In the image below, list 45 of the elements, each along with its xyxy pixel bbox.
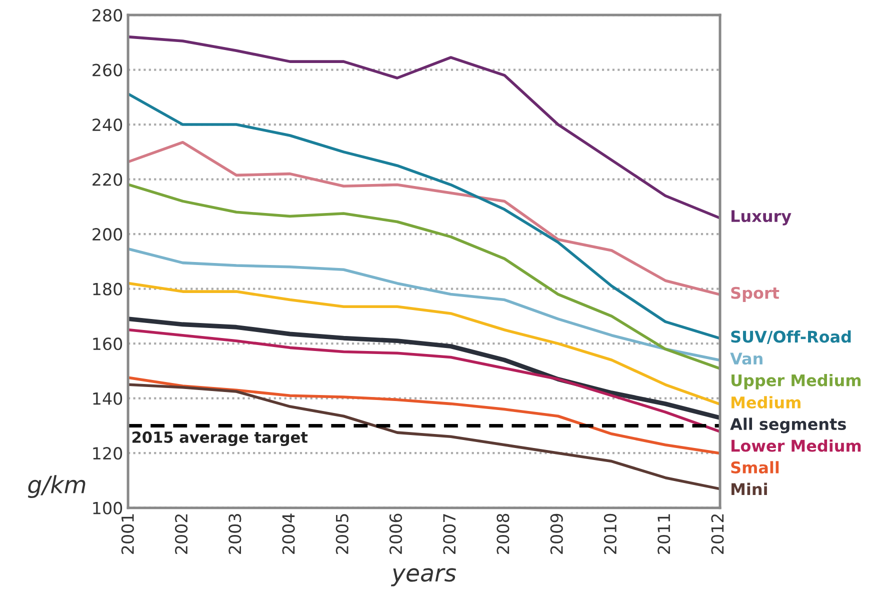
y-axis-title: g/km [28,475,86,498]
series-label: All segments [730,418,846,434]
x-tick-label: 2005 [336,514,348,554]
x-tick-label: 2004 [282,514,295,554]
y-tick-label: 200 [92,228,122,241]
series-label: SUV/Off-Road [731,330,851,344]
series-label: Sport [731,286,780,302]
x-tick-label: 2012 [711,514,724,554]
y-tick-label: 120 [93,447,122,460]
x-tick-label: 2002 [174,514,188,554]
line-series [128,328,720,433]
y-tick-label: 240 [92,118,122,132]
y-tick-label: 160 [93,338,122,350]
y-tick-label: 220 [92,173,122,186]
line-series [128,36,720,220]
x-tick-label: 2006 [389,514,402,554]
series-label: Van [730,352,762,365]
y-tick-label: 260 [92,64,122,76]
series-label: Upper Medium [732,374,861,390]
x-tick-label: 2011 [658,514,670,554]
line-series [128,383,720,490]
line-series [128,183,720,370]
x-tick-label: 2001 [121,514,134,554]
series-label: Luxury [732,210,792,226]
x-tick-label: 2007 [443,514,456,554]
x-tick-label: 2009 [550,514,563,554]
x-tick-label: 2003 [228,514,242,554]
line-series [128,140,720,296]
series-label: Lower Medium [732,439,861,452]
series-label: Mini [732,482,767,495]
line-series [128,282,720,406]
ref-line-label: 2015 average target [132,431,308,446]
y-tick-label: 100 [93,502,122,514]
series-label: Medium [732,396,800,408]
x-axis-title: years [390,568,456,586]
series-label: Small [731,461,779,474]
x-tick-label: 2010 [604,514,617,554]
y-tick-label: 140 [93,392,122,405]
y-tick-label: 180 [93,282,122,296]
x-tick-label: 2008 [496,514,510,554]
line-series [128,93,720,340]
line-series [128,316,720,420]
line-series [128,376,720,454]
y-tick-label: 280 [92,8,122,22]
line-series [128,248,720,362]
